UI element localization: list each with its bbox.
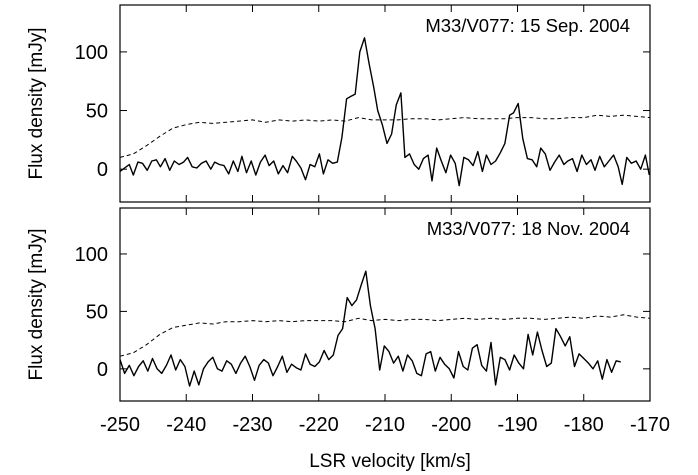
x-axis-title: LSR velocity [km/s] (309, 451, 471, 472)
x-tick-label: -240 (166, 414, 206, 436)
y-tick-label: 0 (97, 159, 108, 181)
x-tick-label: -200 (431, 414, 471, 436)
spectrum-line-1 (119, 37, 650, 187)
y-tick-label: 50 (86, 301, 108, 323)
x-tick-label: -190 (497, 414, 537, 436)
panel-1: 0 50 100 M33/V077: 15 Sep. 2004 Flux density… (26, 4, 651, 203)
panel-title-2: M33/V077: 18 Nov. 2004 (427, 218, 630, 239)
y-tick-label: 0 (97, 359, 108, 381)
panel-title-1: M33/V077: 15 Sep. 2004 (425, 15, 630, 36)
noise-line-2 (119, 314, 651, 357)
x-tick-label: -230 (232, 414, 272, 436)
panels: 0 50 100 M33/V077: 15 Sep. 2004 Flux density… (26, 4, 670, 436)
y-tick-label: 100 (75, 244, 108, 266)
y-axis-title-2: Flux density [mJy] (26, 228, 47, 380)
panel-2: 0 50 100 -250 -240 -230 -220 -210 -200 -190 -180 -1… (26, 207, 670, 436)
x-tick-label: -210 (365, 414, 405, 436)
x-tick-label: -170 (630, 414, 670, 436)
x-tick-label: -180 (564, 414, 604, 436)
y-tick-label: 100 (75, 42, 108, 64)
y-axis-title-1: Flux density [mJy] (26, 27, 47, 179)
y-tick-label: 50 (86, 101, 108, 123)
spectrum-line-2 (119, 270, 621, 387)
x-tick-label: -220 (299, 414, 339, 436)
x-tick-label: -250 (100, 414, 140, 436)
noise-line-1 (119, 114, 651, 158)
